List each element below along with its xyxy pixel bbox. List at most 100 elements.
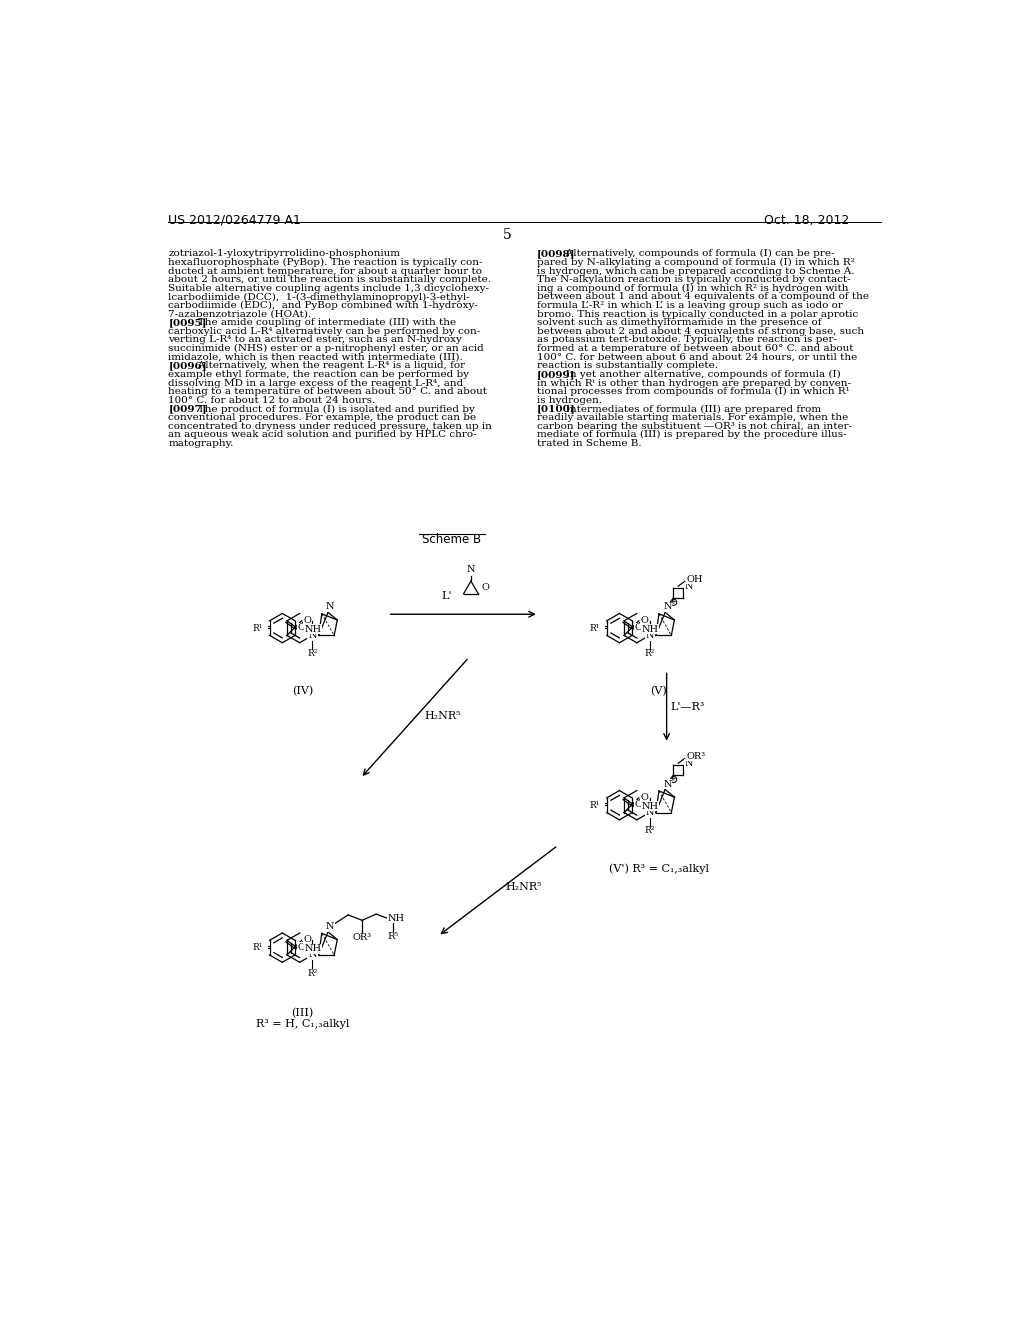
Text: imidazole, which is then reacted with intermediate (III).: imidazole, which is then reacted with in… xyxy=(168,352,463,362)
Text: (V') R³ = C₁,₃alkyl: (V') R³ = C₁,₃alkyl xyxy=(609,863,709,874)
Text: [0097]: [0097] xyxy=(168,404,207,413)
Text: about 2 hours, or until the reaction is substantially complete.: about 2 hours, or until the reaction is … xyxy=(168,275,492,284)
Text: H₂NR⁵: H₂NR⁵ xyxy=(424,711,461,721)
Text: The product of formula (I) is isolated and purified by: The product of formula (I) is isolated a… xyxy=(187,404,474,413)
Text: N: N xyxy=(308,950,316,960)
Text: matography.: matography. xyxy=(168,440,233,447)
Text: R⁵: R⁵ xyxy=(387,932,398,941)
Text: [0100]: [0100] xyxy=(538,404,575,413)
Text: R²: R² xyxy=(644,826,654,836)
Text: zotriazol-1-yloxytripyrrolidino-phosphonium: zotriazol-1-yloxytripyrrolidino-phosphon… xyxy=(168,249,400,259)
Text: succinimide (NHS) ester or a p-nitrophenyl ester, or an acid: succinimide (NHS) ester or a p-nitrophen… xyxy=(168,345,484,354)
Text: verting L-R⁴ to an activated ester, such as an N-hydroxy: verting L-R⁴ to an activated ester, such… xyxy=(168,335,462,345)
Text: O: O xyxy=(303,935,311,944)
Text: R³ = H, C₁,₃alkyl: R³ = H, C₁,₃alkyl xyxy=(256,1019,349,1030)
Text: O: O xyxy=(634,800,642,809)
Text: OR³: OR³ xyxy=(352,933,372,942)
Text: R¹: R¹ xyxy=(590,801,600,809)
Text: R¹: R¹ xyxy=(253,623,263,632)
Text: O: O xyxy=(634,623,642,632)
Text: [0096]: [0096] xyxy=(168,362,207,371)
Text: conventional procedures. For example, the product can be: conventional procedures. For example, th… xyxy=(168,413,476,422)
Text: (III): (III) xyxy=(291,1007,313,1018)
Text: tional processes from compounds of formula (I) in which R¹: tional processes from compounds of formu… xyxy=(538,387,850,396)
Text: between about 1 and about 4 equivalents of a compound of the: between about 1 and about 4 equivalents … xyxy=(538,293,869,301)
Text: Scheme B: Scheme B xyxy=(422,533,481,546)
Text: Alternatively, when the reagent L-R⁴ is a liquid, for: Alternatively, when the reagent L-R⁴ is … xyxy=(187,362,465,371)
Text: NH: NH xyxy=(305,944,322,953)
Text: R²: R² xyxy=(644,649,654,659)
Text: between about 2 and about 4 equivalents of strong base, such: between about 2 and about 4 equivalents … xyxy=(538,327,864,335)
Text: bromo. This reaction is typically conducted in a polar aprotic: bromo. This reaction is typically conduc… xyxy=(538,310,858,318)
Text: solvent such as dimethylformamide in the presence of: solvent such as dimethylformamide in the… xyxy=(538,318,821,327)
Text: an aqueous weak acid solution and purified by HPLC chro-: an aqueous weak acid solution and purifi… xyxy=(168,430,477,440)
Text: carbodiimide (EDC),  and PyBop combined with 1-hydroxy-: carbodiimide (EDC), and PyBop combined w… xyxy=(168,301,478,310)
Text: NH: NH xyxy=(388,913,404,923)
Text: O: O xyxy=(297,623,305,632)
Text: pared by N-alkylating a compound of formula (I) in which R²: pared by N-alkylating a compound of form… xyxy=(538,257,855,267)
Text: O: O xyxy=(640,615,648,624)
Text: NH: NH xyxy=(642,801,659,810)
Text: carbon bearing the substituent —OR³ is not chiral, an inter-: carbon bearing the substituent —OR³ is n… xyxy=(538,422,852,430)
Text: OH: OH xyxy=(686,574,702,583)
Text: L': L' xyxy=(441,591,452,601)
Text: heating to a temperature of between about 50° C. and about: heating to a temperature of between abou… xyxy=(168,387,487,396)
Text: NH: NH xyxy=(642,624,659,634)
Text: as potassium tert-butoxide. Typically, the reaction is per-: as potassium tert-butoxide. Typically, t… xyxy=(538,335,838,345)
Text: ing a compound of formula (I) in which R² is hydrogen with: ing a compound of formula (I) in which R… xyxy=(538,284,849,293)
Text: O: O xyxy=(303,615,311,624)
Text: ducted at ambient temperature, for about a quarter hour to: ducted at ambient temperature, for about… xyxy=(168,267,482,276)
Text: N: N xyxy=(664,602,672,611)
Text: trated in Scheme B.: trated in Scheme B. xyxy=(538,440,642,447)
Text: readily available starting materials. For example, when the: readily available starting materials. Fo… xyxy=(538,413,849,422)
Text: N: N xyxy=(685,759,693,768)
Text: O: O xyxy=(481,583,489,591)
Text: 5: 5 xyxy=(504,227,512,242)
Text: [0099]: [0099] xyxy=(538,370,575,379)
Text: reaction is substantially complete.: reaction is substantially complete. xyxy=(538,362,718,371)
Text: R²: R² xyxy=(307,649,317,659)
Text: O: O xyxy=(640,792,648,801)
Text: carboxylic acid L-R⁴ alternatively can be performed by con-: carboxylic acid L-R⁴ alternatively can b… xyxy=(168,327,480,335)
Text: N: N xyxy=(308,631,316,640)
Text: example ethyl formate, the reaction can be performed by: example ethyl formate, the reaction can … xyxy=(168,370,469,379)
Text: concentrated to dryness under reduced pressure, taken up in: concentrated to dryness under reduced pr… xyxy=(168,422,493,430)
Text: N: N xyxy=(664,780,672,788)
Text: R¹: R¹ xyxy=(590,623,600,632)
Text: [0098]: [0098] xyxy=(538,249,575,259)
Text: [0095]: [0095] xyxy=(168,318,207,327)
Text: 100° C. for about 12 to about 24 hours.: 100° C. for about 12 to about 24 hours. xyxy=(168,396,376,405)
Text: The N-alkylation reaction is typically conducted by contact-: The N-alkylation reaction is typically c… xyxy=(538,275,851,284)
Text: lcarbodiimide (DCC),  1-(3-dimethylaminopropyl)-3-ethyl-: lcarbodiimide (DCC), 1-(3-dimethylaminop… xyxy=(168,293,470,301)
Text: Oct. 18, 2012: Oct. 18, 2012 xyxy=(764,214,849,227)
Text: The amide coupling of intermediate (III) with the: The amide coupling of intermediate (III)… xyxy=(187,318,456,327)
Text: N: N xyxy=(326,921,335,931)
Text: (V): (V) xyxy=(650,686,668,696)
Text: H₂NR⁵: H₂NR⁵ xyxy=(506,882,543,892)
Text: +: + xyxy=(671,776,677,783)
Text: R²: R² xyxy=(307,969,317,978)
Text: Intermediates of formula (III) are prepared from: Intermediates of formula (III) are prepa… xyxy=(556,404,821,413)
Text: NH: NH xyxy=(305,624,322,634)
Text: (IV): (IV) xyxy=(292,686,313,696)
Text: R¹: R¹ xyxy=(253,944,263,952)
Text: L'—R³: L'—R³ xyxy=(671,702,705,711)
Text: N: N xyxy=(645,631,653,640)
Text: N: N xyxy=(326,602,335,611)
Text: US 2012/0264779 A1: US 2012/0264779 A1 xyxy=(168,214,301,227)
Text: is hydrogen, which can be prepared according to Scheme A.: is hydrogen, which can be prepared accor… xyxy=(538,267,855,276)
Text: formed at a temperature of between about 60° C. and about: formed at a temperature of between about… xyxy=(538,345,854,354)
Text: 100° C. for between about 6 and about 24 hours, or until the: 100° C. for between about 6 and about 24… xyxy=(538,352,857,362)
Text: mediate of formula (III) is prepared by the procedure illus-: mediate of formula (III) is prepared by … xyxy=(538,430,847,440)
Text: N: N xyxy=(685,582,693,591)
Text: N: N xyxy=(467,565,475,574)
Text: OR³: OR³ xyxy=(686,752,706,760)
Text: In yet another alternative, compounds of formula (I): In yet another alternative, compounds of… xyxy=(556,370,842,379)
Text: O: O xyxy=(297,942,305,952)
Text: Suitable alternative coupling agents include 1,3 dicyclohexy-: Suitable alternative coupling agents inc… xyxy=(168,284,489,293)
Text: N: N xyxy=(645,808,653,817)
Text: +: + xyxy=(671,599,677,606)
Text: formula L’-R² in which L’ is a leaving group such as iodo or: formula L’-R² in which L’ is a leaving g… xyxy=(538,301,843,310)
Text: dissolving MD in a large excess of the reagent L-R⁴, and: dissolving MD in a large excess of the r… xyxy=(168,379,464,388)
Text: Alternatively, compounds of formula (I) can be pre-: Alternatively, compounds of formula (I) … xyxy=(556,249,835,259)
